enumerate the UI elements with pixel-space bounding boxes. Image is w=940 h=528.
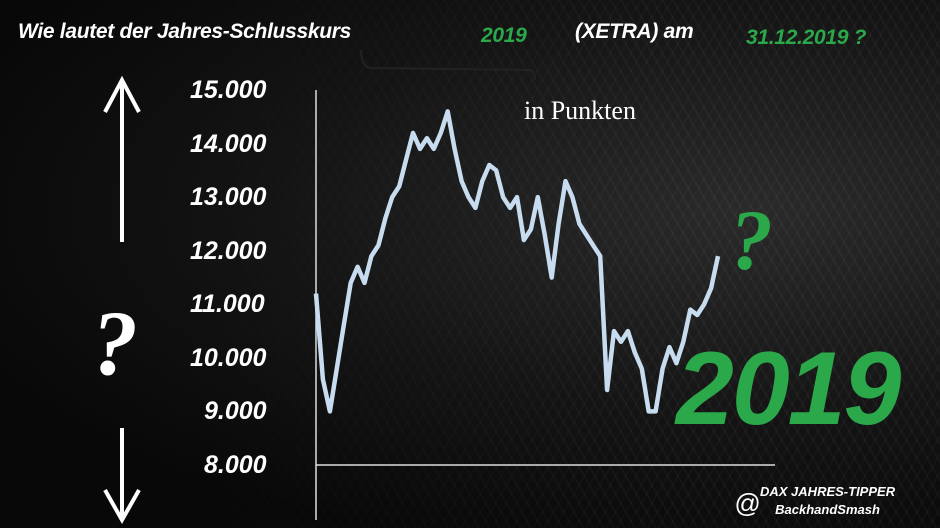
y-tick-label: 13.000 bbox=[190, 183, 267, 212]
y-tick-label: 8.000 bbox=[204, 451, 267, 479]
y-tick-label: 12.000 bbox=[190, 236, 267, 265]
arrow-up-icon bbox=[103, 75, 141, 242]
arrow-down-icon bbox=[103, 428, 141, 525]
y-tick-label: 15.000 bbox=[190, 76, 267, 104]
question-left: ? bbox=[92, 292, 138, 394]
title-part2: (XETRA) am bbox=[575, 20, 694, 43]
credit: DAX JAHRES-TIPPER BackhandSmash bbox=[760, 483, 895, 519]
series-line bbox=[313, 109, 721, 414]
credit-line2: BackhandSmash bbox=[775, 502, 880, 517]
title-year: 2019 bbox=[481, 24, 527, 47]
at-sign: @ bbox=[734, 488, 761, 518]
question-right: ? bbox=[730, 192, 773, 288]
bracket-line bbox=[360, 49, 536, 81]
y-tick-label: 11.000 bbox=[190, 290, 265, 319]
y-tick-label: 9.000 bbox=[204, 397, 267, 426]
y-tick-label: 14.000 bbox=[190, 129, 267, 158]
title-date: 31.12.2019 ? bbox=[746, 26, 867, 49]
big-year: 2019 bbox=[676, 331, 901, 447]
unit-label: in Punkten bbox=[524, 96, 636, 125]
y-tick-label: 10.000 bbox=[190, 343, 267, 372]
title-part1: Wie lautet der Jahres-Schlusskurs bbox=[18, 20, 352, 43]
credit-line1: DAX JAHRES-TIPPER bbox=[760, 484, 896, 499]
